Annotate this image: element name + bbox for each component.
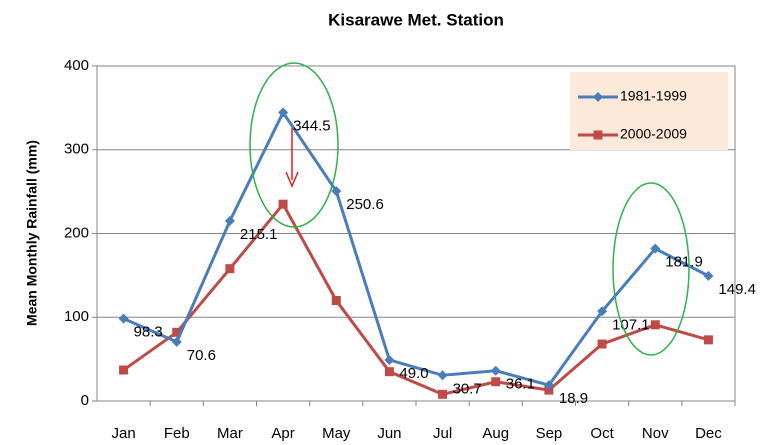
x-tick-label: May [322,425,351,442]
data-label: 18.9 [559,390,588,407]
highlight-ellipse [612,182,690,356]
marker [331,296,341,305]
x-tick-label: Nov [642,425,669,442]
y-tick-label: 300 [64,141,89,158]
series-line [122,109,710,387]
x-tick-label: Apr [271,425,294,442]
marker [597,339,607,349]
data-label: 107.1 [612,316,650,333]
data-label: 181.9 [665,254,703,271]
x-tick-label: Sep [536,425,563,442]
marker [593,130,603,140]
marker [225,264,235,274]
marker [171,336,182,347]
marker [384,367,394,377]
marker [437,370,448,381]
data-label: 344.5 [293,117,331,134]
arrow-head [285,171,299,188]
marker [593,92,603,102]
marker [703,335,713,345]
marker [278,107,289,118]
x-tick-label: Aug [482,425,509,442]
marker [172,327,182,337]
marker [543,380,554,391]
x-tick-label: Mar [217,425,243,442]
legend: 2000-2009 1981-1999 [578,88,687,142]
legend-label: 2000-2009 [620,126,687,142]
marker [118,313,129,324]
y-tick-label: 0 [81,392,89,409]
marker [331,186,342,197]
data-label: 30.7 [453,380,482,397]
marker [703,270,714,281]
highlight-ellipse [249,62,339,228]
chart-title: Kisarawe Met. Station [328,10,504,29]
data-label: 36.1 [506,376,535,393]
series-line [122,201,709,396]
data-label: 98.3 [134,324,163,341]
marker [119,365,129,375]
x-tick-label: Jul [433,425,452,442]
x-tick-label: Oct [590,425,614,442]
marker [278,199,288,209]
x-tick-label: Dec [695,425,722,442]
marker [224,215,235,226]
marker [650,243,661,254]
y-tick-label: 200 [64,224,89,241]
x-tick-label: Jan [111,425,135,442]
y-tick-label: 400 [64,57,89,74]
legend-label: 1981-1999 [620,88,687,104]
data-label: 70.6 [187,347,216,364]
marker [650,320,660,330]
series: 98.3 70.6 215.1 344.5 250.6 49.0 30.7 36.1 18.9 1… [118,107,756,407]
plot-border [96,65,736,402]
y-axis-label: Mean Monthly Rainfall (mm) [24,140,40,326]
marker [490,365,501,376]
y-tick-label: 100 [64,308,89,325]
marker [597,306,608,317]
marker [491,377,501,387]
data-label: 49.0 [399,365,428,382]
marker [384,354,395,365]
marker [438,389,448,399]
data-label: 149.4 [718,281,756,298]
x-tick-label: Feb [164,425,190,442]
data-label: 250.6 [346,196,384,213]
x-tick-label: Jun [377,425,401,442]
data-label: 215.1 [240,226,278,243]
